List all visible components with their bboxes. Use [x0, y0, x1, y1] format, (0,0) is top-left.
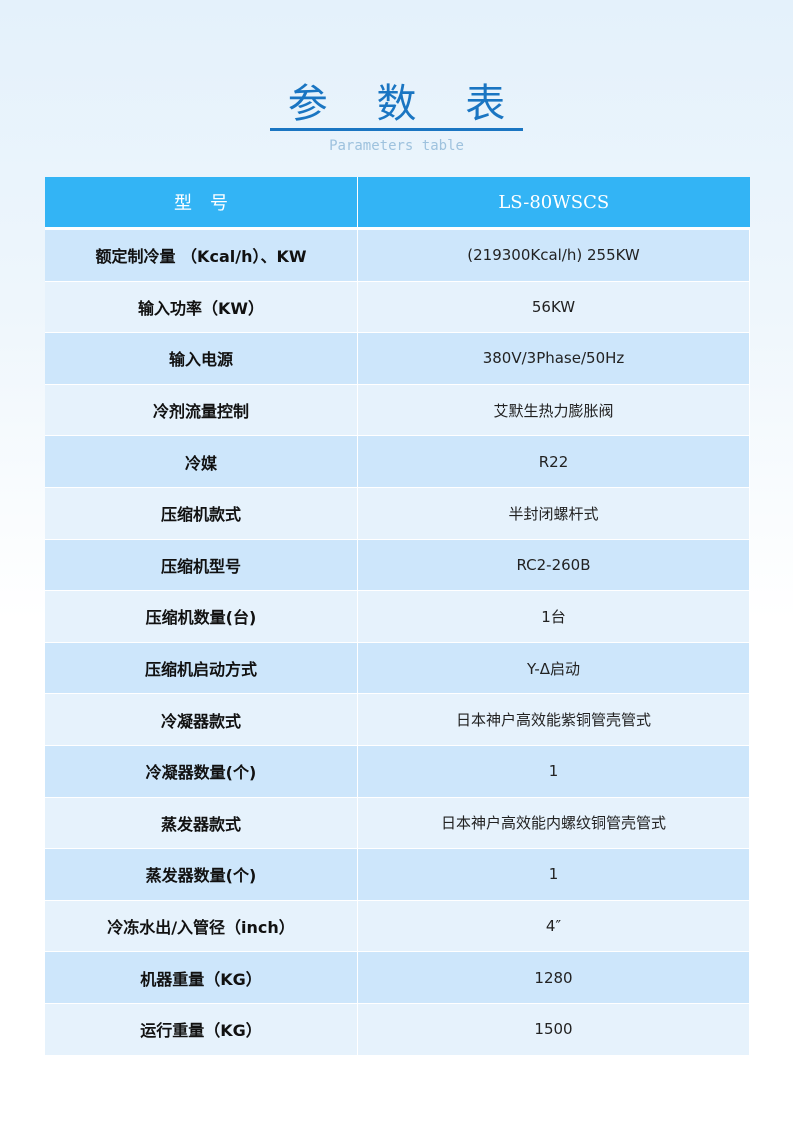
- param-name: 机器重量（KG）: [45, 951, 358, 1004]
- param-name: 输入功率（KW）: [45, 280, 358, 333]
- table-row: 冷剂流量控制 艾默生热力膨胀阀: [45, 383, 750, 436]
- param-name: 蒸发器款式: [45, 796, 358, 849]
- table-row: 输入电源 380V/3Phase/50Hz: [45, 332, 750, 385]
- param-value: RC2-260B: [357, 538, 750, 591]
- table-row: 冷媒 R22: [45, 435, 750, 488]
- param-value: 56KW: [357, 280, 750, 333]
- param-value: 半封闭螺杆式: [357, 486, 750, 540]
- param-name: 压缩机型号: [45, 538, 358, 591]
- header-key: 型 号: [45, 177, 358, 229]
- param-value: 艾默生热力膨胀阀: [357, 383, 750, 436]
- param-name: 压缩机款式: [45, 486, 358, 540]
- table-row: 蒸发器数量(个) 1: [45, 848, 750, 901]
- param-name: 运行重量（KG）: [45, 1002, 358, 1055]
- param-name: 压缩机启动方式: [45, 641, 358, 694]
- title-wrap: 参 数 表: [0, 80, 793, 131]
- param-value: (219300Kcal/h) 255KW: [357, 228, 750, 282]
- param-value: 日本神户高效能内螺纹铜管壳管式: [357, 796, 750, 849]
- parameters-table: 型 号 LS-80WSCS 额定制冷量 （Kcal/h）、KW (219300Kc…: [45, 177, 750, 1055]
- table-row: 冷冻水出/入管径（inch） 4″: [45, 899, 750, 952]
- table-row: 压缩机数量(台) 1台: [45, 590, 750, 643]
- param-name: 冷剂流量控制: [45, 383, 358, 436]
- param-name: 额定制冷量 （Kcal/h）、KW: [45, 228, 358, 282]
- param-name: 压缩机数量(台): [45, 590, 358, 643]
- param-value: Y-Δ启动: [357, 641, 750, 694]
- param-name: 冷冻水出/入管径（inch）: [45, 899, 358, 952]
- param-value: 1280: [357, 951, 750, 1004]
- param-value: 1: [357, 848, 750, 901]
- table-row: 压缩机型号 RC2-260B: [45, 538, 750, 591]
- param-name: 冷凝器数量(个): [45, 744, 358, 798]
- table-row: 冷凝器数量(个) 1: [45, 744, 750, 798]
- param-value: 1500: [357, 1002, 750, 1055]
- param-value: R22: [357, 435, 750, 488]
- header-value: LS-80WSCS: [357, 177, 750, 229]
- param-value: 380V/3Phase/50Hz: [357, 332, 750, 385]
- param-value: 1: [357, 744, 750, 798]
- table-row: 蒸发器款式 日本神户高效能内螺纹铜管壳管式: [45, 796, 750, 849]
- table-row: 运行重量（KG） 1500: [45, 1002, 750, 1055]
- table-row: 输入功率（KW） 56KW: [45, 280, 750, 333]
- table-row: 压缩机启动方式 Y-Δ启动: [45, 641, 750, 694]
- page-subtitle: Parameters table: [329, 138, 464, 154]
- table-row: 机器重量（KG） 1280: [45, 951, 750, 1004]
- param-value: 4″: [357, 899, 750, 952]
- page-title: 参 数 表: [269, 80, 524, 131]
- table-row: 压缩机款式 半封闭螺杆式: [45, 486, 750, 540]
- table-header: 型 号 LS-80WSCS: [45, 177, 750, 229]
- param-value: 1台: [357, 590, 750, 643]
- param-name: 冷媒: [45, 435, 358, 488]
- param-value: 日本神户高效能紫铜管壳管式: [357, 693, 750, 746]
- param-name: 冷凝器款式: [45, 693, 358, 746]
- param-name: 蒸发器数量(个): [45, 848, 358, 901]
- table-row: 额定制冷量 （Kcal/h）、KW (219300Kcal/h) 255KW: [45, 228, 750, 282]
- table-row: 冷凝器款式 日本神户高效能紫铜管壳管式: [45, 693, 750, 746]
- param-name: 输入电源: [45, 332, 358, 385]
